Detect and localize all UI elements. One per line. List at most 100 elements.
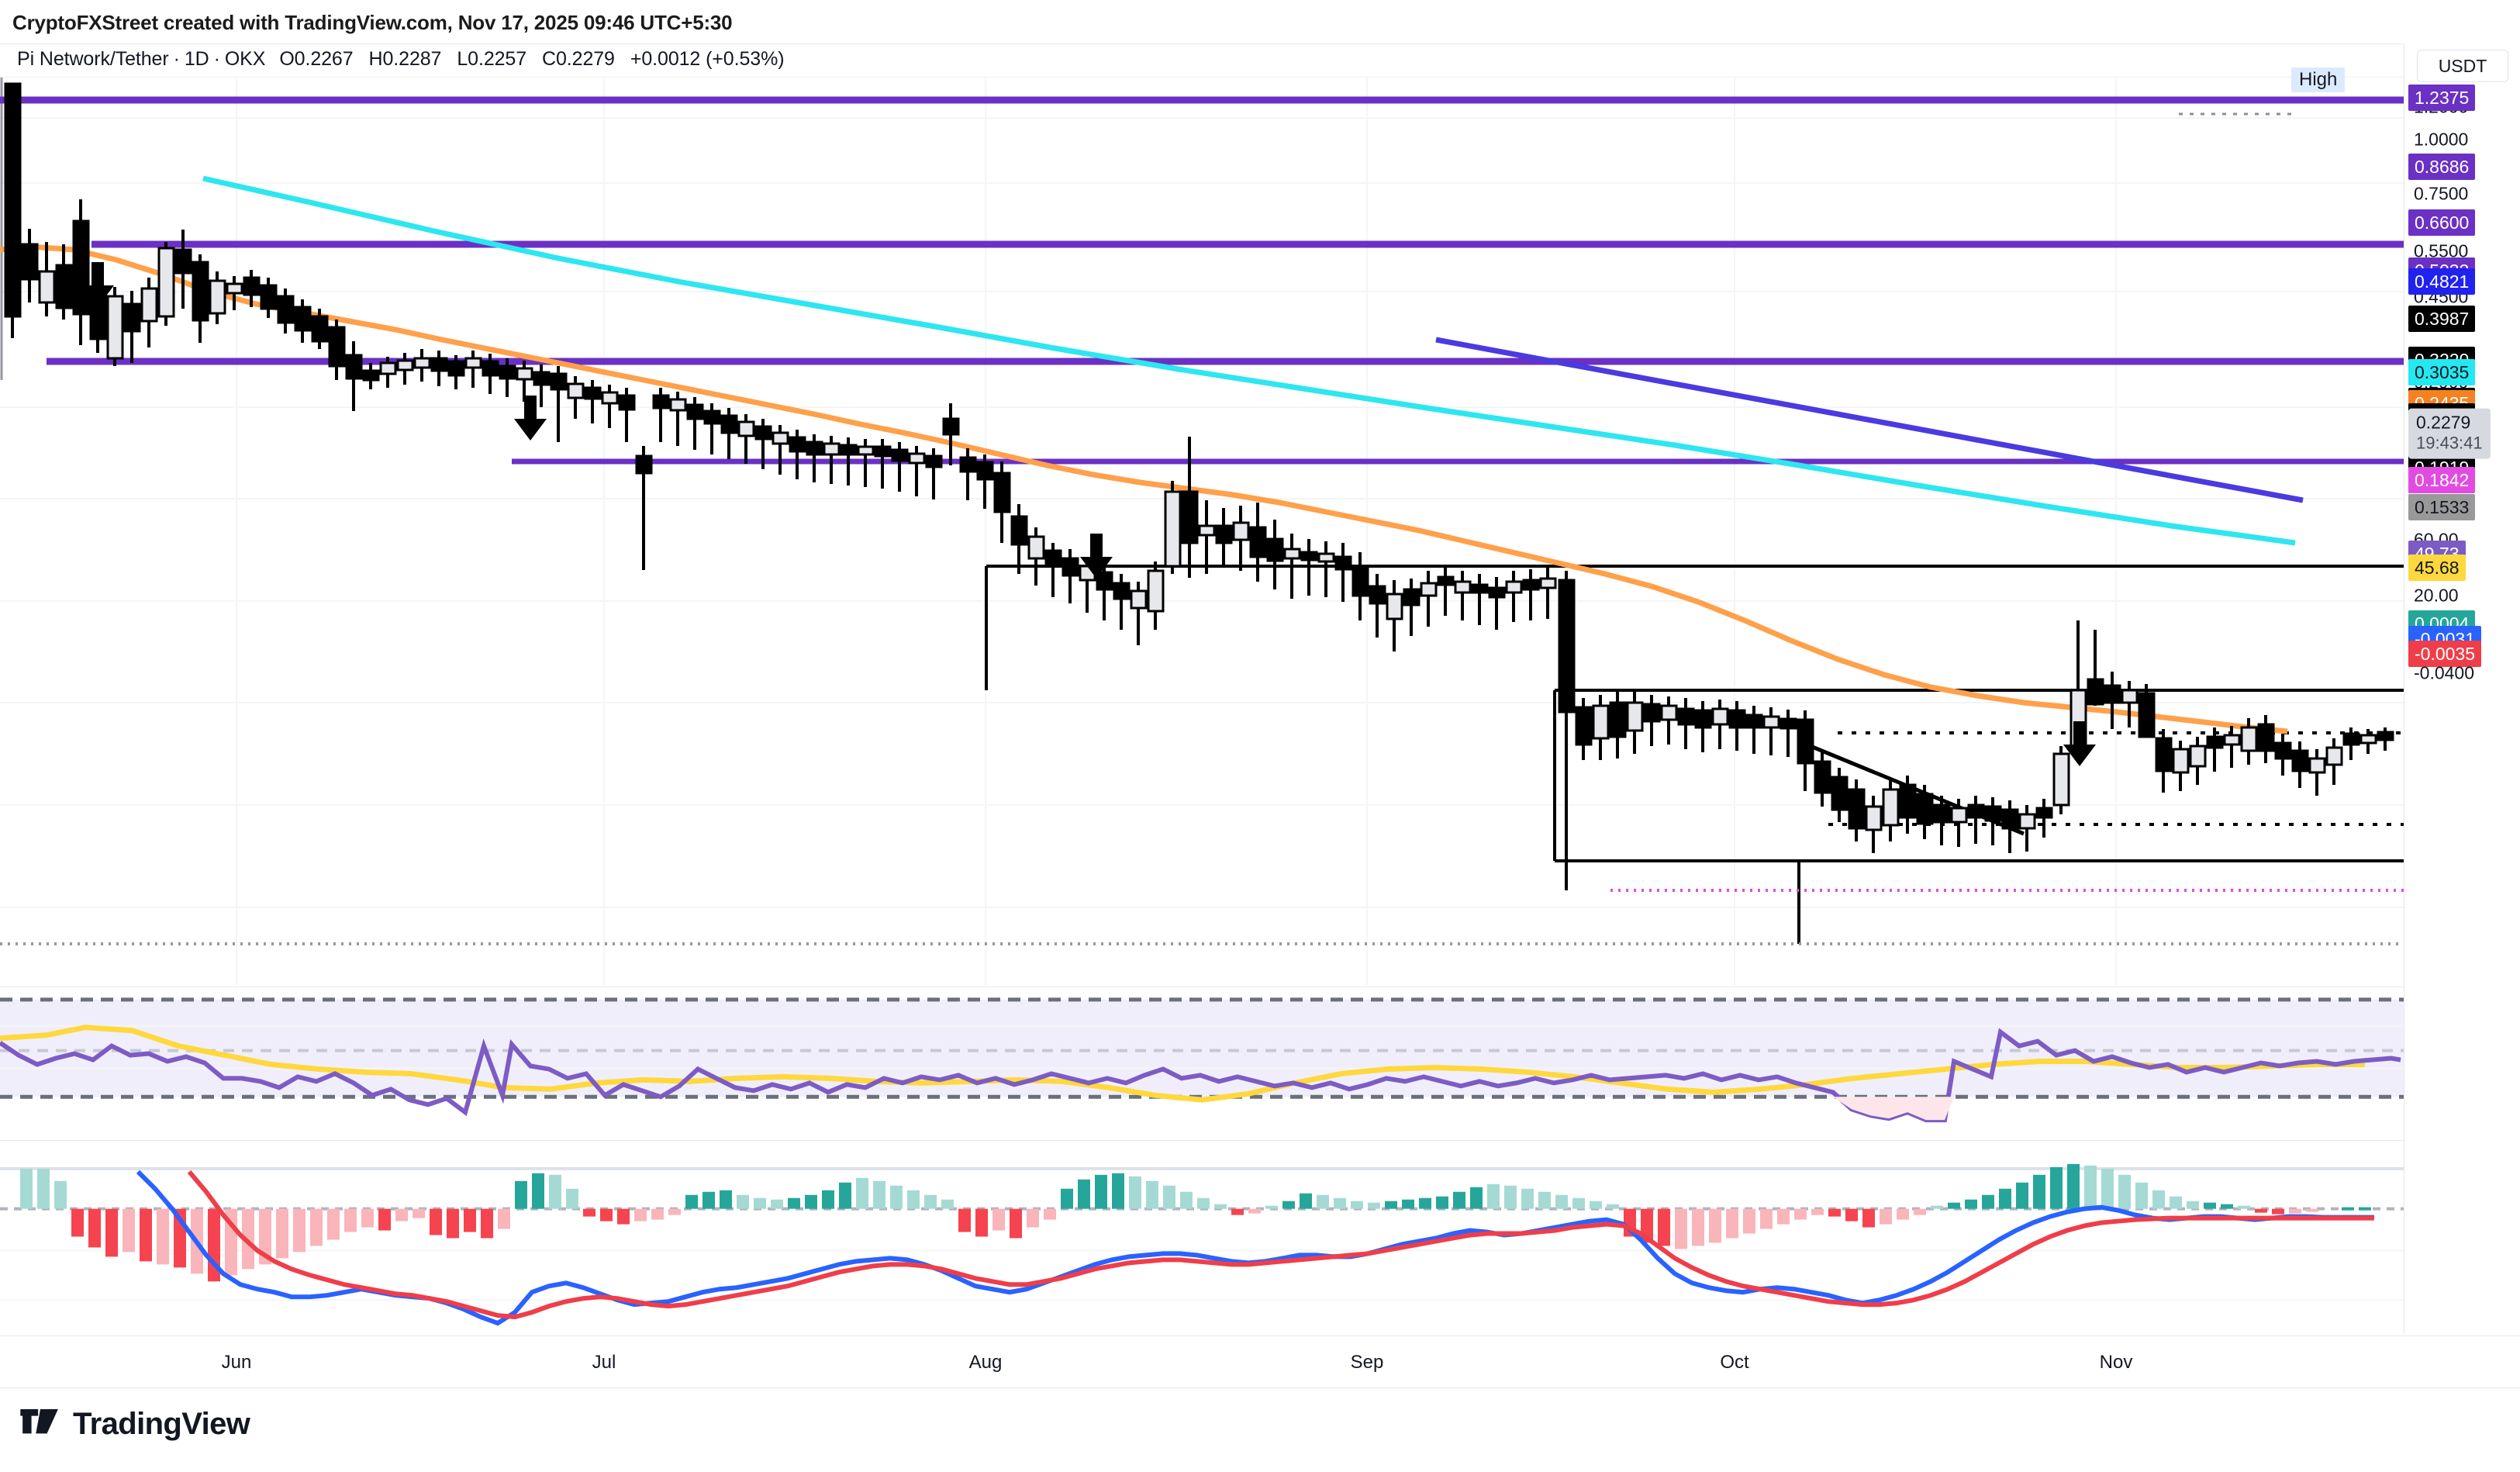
macd-histogram [20,1163,2371,1282]
symbol-legend[interactable]: Pi Network/Tether · 1D · OKX O0.2267 H0.2287 L0… [17,48,799,71]
candle [396,353,414,385]
candle [1317,541,1335,597]
price-level-tag[interactable]: 1.2375 [2408,84,2476,112]
candle [1592,695,1610,760]
candle [635,446,653,570]
candle [157,242,175,326]
candle [1539,568,1557,619]
candle [2052,746,2070,814]
attribution-text: CryptoFXStreet created with TradingView.… [12,11,733,34]
candle [2206,727,2224,772]
tradingview-mark-icon [20,1408,58,1433]
candle [840,437,858,485]
candle [584,380,602,423]
candle [1933,796,1951,845]
candle [1232,506,1250,571]
candle [2359,729,2377,754]
black-structure-levels [985,565,2404,944]
descending-trendline [1435,337,2304,503]
price-level-tag[interactable]: 0.1842 [2408,466,2476,494]
candle [277,289,295,333]
price-level-tag[interactable]: 0.1533 [2408,493,2476,521]
symbol-exchange[interactable]: OKX [224,48,266,70]
macd-signal-value-tag[interactable]: -0.0035 [2408,640,2482,668]
candle [2172,741,2190,791]
candle [2035,799,2053,838]
candle [38,242,56,316]
price-level-tag[interactable]: 0.3987 [2408,305,2476,333]
down-arrow-annotations [81,262,2096,766]
candle [1882,779,1900,841]
candle [2155,729,2173,793]
candle [550,366,568,442]
candle [601,385,619,428]
current-price-value: 0.2279 [2416,412,2471,433]
candle [2240,718,2258,765]
candle [2121,681,2139,727]
axis-currency-unit[interactable]: USDT [2417,50,2508,82]
candle [430,351,448,386]
candle [1215,508,1233,566]
candle [1147,562,1165,630]
candle [2001,800,2019,853]
candle [2223,726,2241,768]
candle [1780,710,1797,757]
time-tick-label: Aug [968,1352,1003,1373]
time-axis[interactable]: Jun Jul Aug Sep Oct Nov [0,1336,2520,1388]
price-axis[interactable]: USDT 1.2000 1.0000 0.7500 0.5500 0.4500 … [2404,43,2520,1334]
cyan-moving-average [202,175,2296,546]
candle [754,419,772,469]
candle [1027,527,1045,586]
candle [720,408,738,459]
candle [2138,684,2156,738]
tradingview-logo[interactable]: TradingView [20,1407,250,1442]
candle [1728,701,1746,751]
candle [891,442,909,492]
candle [2325,738,2343,785]
candle [1814,752,1831,807]
candle [533,365,551,407]
candle [789,430,806,479]
down-arrow-icon [514,396,547,441]
rsi-pane[interactable] [0,987,2404,1139]
rsi-oversold-fill [1833,1097,1954,1121]
candle [1522,569,1540,620]
symbol-interval[interactable]: 1D [184,48,209,70]
candle [294,299,312,343]
candle [2018,805,2036,852]
candle [1471,574,1489,625]
price-plot [0,78,2404,985]
candle [2087,630,2104,706]
candle [618,388,636,442]
current-price-tag[interactable]: 0.2279 19:43:41 [2408,408,2491,459]
candle [737,414,755,464]
symbol-name[interactable]: Pi Network/Tether [17,48,169,70]
candle [2257,715,2275,763]
price-pane[interactable] [0,78,2404,985]
price-level-tag[interactable]: 0.3035 [2408,358,2476,386]
candle [993,461,1011,543]
bar-countdown: 19:43:41 [2416,433,2483,453]
ohlc-values: O0.2267 H0.2287 L0.2257 C0.2279 +0.0012 (+0.… [279,48,799,70]
macd-pane[interactable] [0,1140,2404,1334]
down-arrow-icon [81,262,114,307]
consolidation-dotted-lines [1828,731,2404,826]
candle [345,341,363,411]
price-level-tag[interactable]: 0.8686 [2408,153,2476,181]
candle [976,454,994,509]
candlestick-series [4,82,2394,890]
candle [2342,727,2360,760]
rsi-ma-value-tag[interactable]: 45.68 [2408,554,2466,582]
macd-signal-line [187,1170,2374,1320]
candle [1386,580,1403,651]
candle [55,244,73,320]
price-level-tag[interactable]: 0.4821 [2408,268,2476,295]
candle [857,439,875,487]
candle [1300,539,1318,596]
price-tick: 0.7500 [2414,183,2469,204]
price-level-tag[interactable]: 0.6600 [2408,209,2476,237]
candle [908,446,926,496]
candle [1351,552,1369,620]
ohlc-change: +0.0012 (+0.53%) [630,48,785,70]
candle [192,254,209,343]
